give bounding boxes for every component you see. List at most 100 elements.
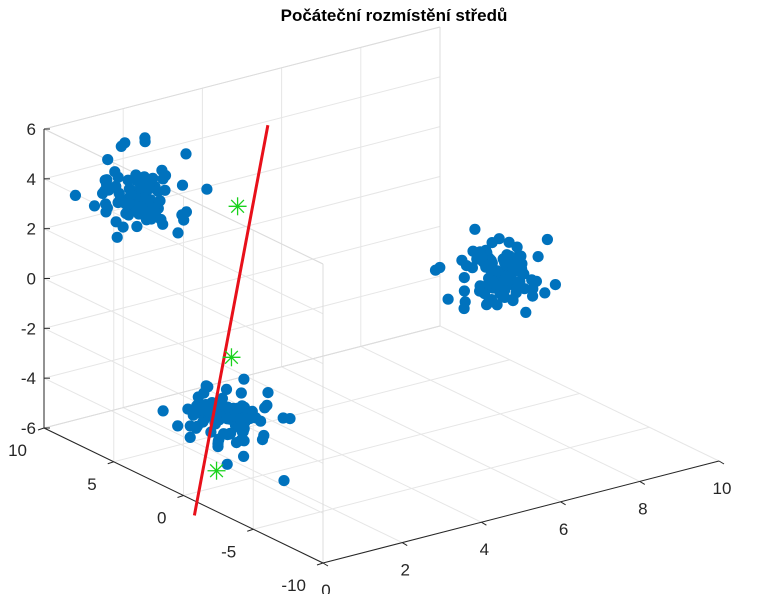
data-point xyxy=(119,137,131,149)
grid-line xyxy=(113,359,510,463)
data-point xyxy=(143,181,155,193)
x-tick-mark xyxy=(481,521,487,526)
data-point xyxy=(238,373,250,385)
y-tick-mark xyxy=(316,562,324,566)
z-tick-label: -6 xyxy=(21,419,36,438)
data-point xyxy=(456,254,468,266)
data-point xyxy=(481,299,493,311)
data-point xyxy=(159,184,171,196)
line-segment xyxy=(192,124,270,516)
data-point xyxy=(122,209,135,221)
grid-line xyxy=(43,178,324,315)
y-tick-label: 0 xyxy=(157,509,166,528)
data-point xyxy=(512,276,524,289)
data-point xyxy=(123,198,135,210)
data-point xyxy=(101,202,113,214)
data-point xyxy=(541,233,554,246)
data-point xyxy=(458,272,470,284)
y-tick-label: 5 xyxy=(87,475,96,494)
data-point xyxy=(172,420,184,432)
scatter-series xyxy=(69,132,562,487)
data-point xyxy=(136,202,148,214)
data-point xyxy=(511,241,523,253)
data-point xyxy=(244,412,256,425)
data-point xyxy=(184,431,196,443)
z-tick-label: -4 xyxy=(21,369,36,388)
axes xyxy=(37,128,725,567)
data-point xyxy=(469,223,481,235)
data-point xyxy=(474,285,486,297)
data-point xyxy=(493,233,505,245)
data-point xyxy=(220,383,233,395)
grid-line xyxy=(43,228,324,365)
data-point xyxy=(258,429,270,442)
data-point xyxy=(278,475,290,487)
data-point xyxy=(154,195,166,207)
data-point xyxy=(122,174,134,186)
data-point xyxy=(125,189,137,201)
data-point xyxy=(549,279,562,291)
data-point xyxy=(262,387,274,399)
data-point xyxy=(102,154,114,166)
grid-line xyxy=(43,275,441,379)
grid-line xyxy=(183,393,580,496)
data-point xyxy=(491,299,503,311)
data-point xyxy=(182,403,194,415)
data-point xyxy=(458,285,470,297)
data-point xyxy=(184,420,196,432)
y-tick-label: -10 xyxy=(281,576,306,594)
x-tick-mark xyxy=(718,460,725,465)
data-point xyxy=(487,275,499,287)
data-point xyxy=(429,264,442,276)
data-point xyxy=(520,306,532,318)
data-point xyxy=(238,450,250,462)
data-point xyxy=(131,220,143,233)
grid-line xyxy=(43,278,324,414)
data-point xyxy=(507,263,520,275)
center-markers xyxy=(207,197,247,480)
data-point xyxy=(442,293,454,305)
x-tick-label: 8 xyxy=(638,499,647,518)
y-tick-mark xyxy=(247,528,254,532)
chart-title: Počáteční rozmístění středů xyxy=(281,6,508,25)
data-point xyxy=(221,413,233,425)
grid xyxy=(43,26,720,564)
data-point xyxy=(112,171,124,183)
data-point xyxy=(159,169,172,182)
data-point xyxy=(491,265,503,277)
y-tick-label: 10 xyxy=(8,441,27,460)
data-point xyxy=(221,458,233,470)
data-point xyxy=(458,302,470,315)
data-point xyxy=(135,181,147,194)
data-point xyxy=(222,401,234,413)
data-point xyxy=(172,227,184,239)
z-tick-label: 2 xyxy=(27,220,36,239)
center-marker xyxy=(222,348,241,367)
grid-line xyxy=(43,377,324,514)
center-marker xyxy=(228,197,247,216)
grid-line xyxy=(43,225,441,329)
box-edge xyxy=(43,26,441,130)
x-tick-mark xyxy=(639,480,646,485)
grid-line xyxy=(43,76,441,180)
data-point xyxy=(499,257,511,269)
x-tick-label: 2 xyxy=(400,561,409,580)
data-point xyxy=(255,415,267,427)
data-point xyxy=(147,172,159,184)
grid-line xyxy=(253,426,650,530)
data-point xyxy=(149,206,162,218)
z-tick-label: 6 xyxy=(27,120,36,139)
center-marker xyxy=(207,461,226,480)
box-edge xyxy=(43,128,324,265)
z-tick-label: 4 xyxy=(27,170,36,189)
data-point xyxy=(201,183,213,195)
data-point xyxy=(111,231,123,243)
data-point xyxy=(212,438,224,450)
y-tick-mark xyxy=(177,495,184,498)
data-point xyxy=(499,291,511,303)
data-point xyxy=(180,148,192,160)
y-tick-mark xyxy=(107,461,114,465)
grid-line xyxy=(43,176,441,279)
data-point xyxy=(235,387,247,399)
